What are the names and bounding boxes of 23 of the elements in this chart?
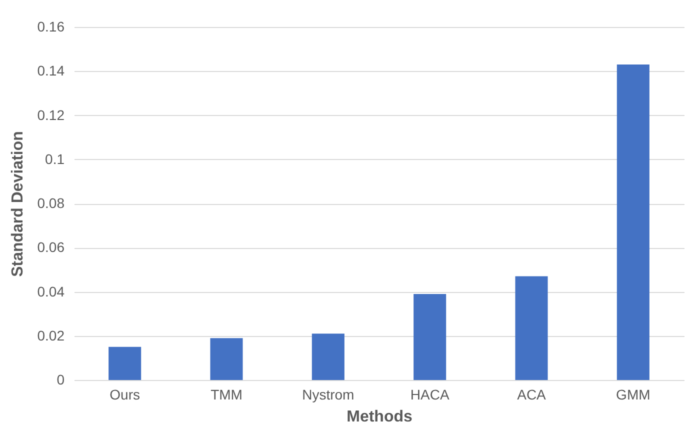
y-tick-label: 0.14 — [37, 62, 65, 79]
y-tick-label: 0.1 — [45, 150, 65, 167]
y-tick-label: 0.04 — [37, 283, 65, 300]
x-tick-label: TMM — [210, 386, 242, 402]
y-axis-title: Standard Deviation — [9, 131, 26, 277]
y-tick-label: 0.06 — [37, 239, 65, 256]
x-axis-title: Methods — [346, 408, 412, 426]
y-tick-label: 0.08 — [37, 195, 65, 211]
y-tick-label: 0.12 — [37, 106, 65, 123]
bar — [414, 294, 446, 380]
bar — [515, 276, 548, 380]
y-tick-label: 0 — [56, 372, 65, 388]
bar — [108, 346, 142, 380]
x-tick-label: GMM — [616, 386, 650, 402]
y-tick-label: 0.02 — [37, 327, 65, 344]
bar — [312, 334, 344, 380]
x-tick-label: HACA — [410, 386, 450, 402]
x-tick-label: Nystrom — [302, 386, 354, 402]
bar — [210, 338, 243, 380]
y-tick-label: 0.16 — [37, 18, 65, 34]
x-tick-label: Ours — [110, 386, 140, 402]
bar — [616, 64, 650, 380]
x-tick-label: ACA — [517, 386, 547, 402]
